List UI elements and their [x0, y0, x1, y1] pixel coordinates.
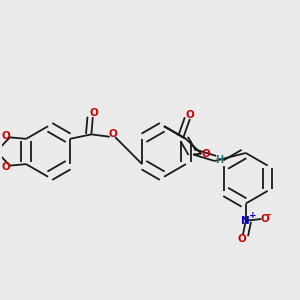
Text: O: O [2, 130, 10, 141]
Text: N: N [242, 216, 250, 226]
Text: H: H [215, 154, 223, 164]
Text: O: O [2, 162, 10, 172]
Text: O: O [237, 234, 246, 244]
Text: O: O [186, 110, 195, 120]
Text: -: - [267, 210, 271, 220]
Text: O: O [109, 129, 117, 139]
Text: O: O [261, 214, 269, 224]
Text: O: O [89, 108, 98, 118]
Text: O: O [201, 149, 210, 159]
Text: +: + [249, 211, 257, 220]
